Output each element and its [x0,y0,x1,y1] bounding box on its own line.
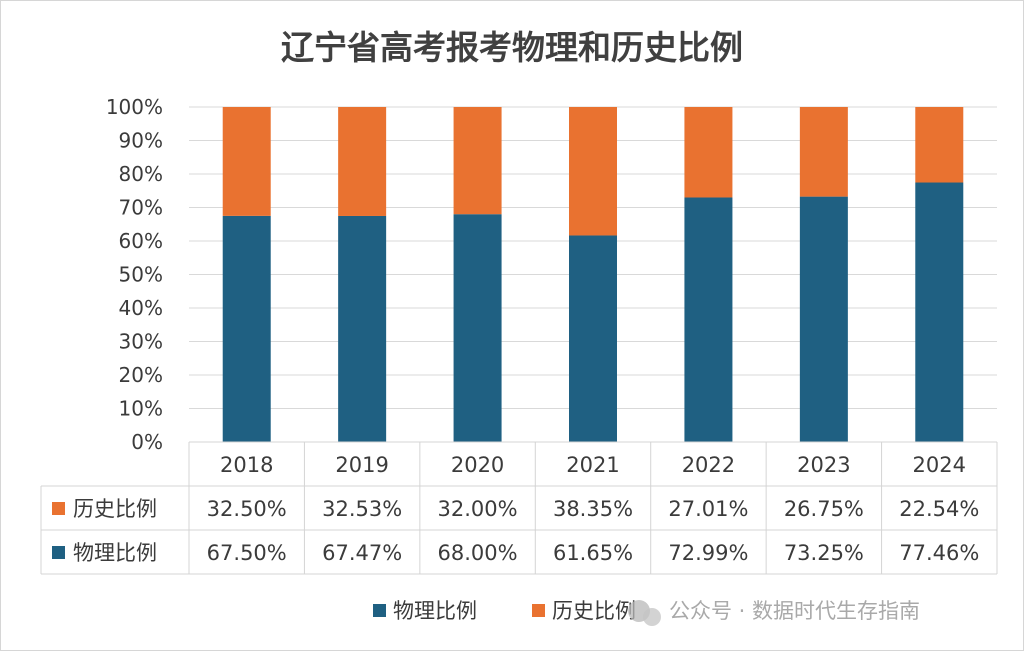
data-label: 67.50% [207,541,287,565]
data-label: 68.00% [438,541,518,565]
table-row-label: 历史比例 [73,497,157,521]
x-tick-label: 2018 [220,453,273,477]
data-label: 73.25% [784,541,864,565]
y-tick-label: 100% [106,95,163,119]
data-label: 32.00% [438,497,518,521]
x-tick-label: 2021 [566,453,619,477]
legend-label-physics: 物理比例 [393,599,477,623]
bar-history [569,107,617,236]
wechat-icon-bubble [643,608,661,626]
data-label: 32.50% [207,497,287,521]
bar-physics [799,196,848,442]
x-tick-label: 2020 [451,453,504,477]
bar-physics [915,182,964,442]
y-tick-label: 90% [119,129,163,153]
y-tick-label: 10% [119,397,163,421]
y-tick-label: 60% [119,229,163,253]
bar-history [799,107,848,197]
chart-title: 辽宁省高考报考物理和历史比例 [281,28,743,67]
data-label: 67.47% [322,541,402,565]
y-tick-label: 50% [119,263,163,287]
x-tick-label: 2019 [335,453,388,477]
y-tick-label: 20% [119,363,163,387]
table-row-label: 物理比例 [73,541,157,565]
y-tick-label: 80% [119,162,163,186]
bar-physics [222,215,271,442]
bar-physics [453,214,502,442]
legend-label-history: 历史比例 [552,599,636,623]
y-tick-label: 70% [119,196,163,220]
y-tick-label: 40% [119,296,163,320]
data-label: 72.99% [668,541,748,565]
data-label: 61.65% [553,541,633,565]
bar-history [684,107,733,198]
y-tick-label: 30% [119,330,163,354]
legend-key-physics [373,604,386,617]
data-label: 22.54% [899,497,979,521]
bar-history [222,107,271,216]
watermark-text: 公众号 · 数据时代生存指南 [669,599,920,623]
data-label: 26.75% [784,497,864,521]
data-label: 38.35% [553,497,633,521]
y-tick-label: 0% [131,430,163,454]
x-tick-label: 2024 [913,453,966,477]
data-label: 32.53% [322,497,402,521]
table-legend-key [52,546,65,559]
bar-physics [569,235,617,442]
x-tick-label: 2022 [682,453,735,477]
table-legend-key [52,502,65,515]
x-tick-label: 2023 [797,453,850,477]
bar-history [915,107,964,183]
data-label: 27.01% [668,497,748,521]
bar-physics [338,215,387,442]
legend-key-history [532,604,545,617]
bar-history [453,107,502,215]
bar-physics [684,197,733,442]
bar-history [338,107,387,216]
data-label: 77.46% [899,541,979,565]
